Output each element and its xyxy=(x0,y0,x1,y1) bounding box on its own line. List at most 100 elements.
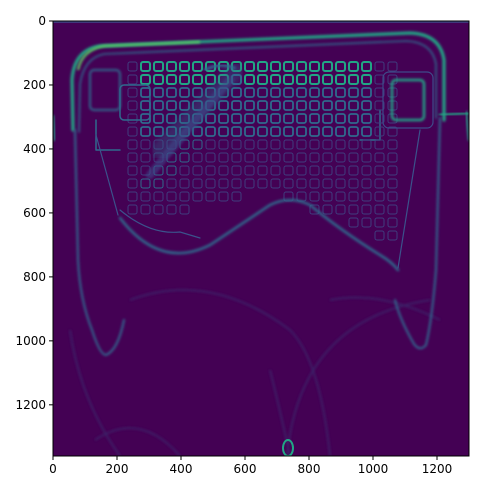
net-cell xyxy=(309,61,320,72)
net-cell xyxy=(322,126,333,137)
net-cell xyxy=(322,165,333,176)
net-cell xyxy=(309,191,320,202)
y-tick-label: 600 xyxy=(23,206,46,220)
net-cell xyxy=(192,165,203,176)
net-cell xyxy=(244,178,255,189)
net-cell xyxy=(374,217,385,228)
net-cell xyxy=(296,100,307,111)
net-cell xyxy=(140,191,151,202)
net-cell xyxy=(309,126,320,137)
net-cell xyxy=(218,126,229,137)
net-cell xyxy=(192,61,203,72)
net-cell xyxy=(179,165,190,176)
net-cell xyxy=(127,100,138,111)
net-cell xyxy=(231,191,242,202)
net-cell xyxy=(257,139,268,150)
net-cell xyxy=(270,165,281,176)
net-cell xyxy=(218,191,229,202)
net-cell xyxy=(361,152,372,163)
net-cell xyxy=(361,191,372,202)
net-cell xyxy=(296,139,307,150)
net-cell xyxy=(374,74,385,85)
net-cell xyxy=(270,100,281,111)
net-cell xyxy=(205,165,216,176)
net-cell xyxy=(335,152,346,163)
x-tick-label: 1200 xyxy=(422,462,453,476)
net-cell xyxy=(283,113,294,124)
net-cell xyxy=(361,217,372,228)
net-cell xyxy=(153,87,164,98)
net-cell xyxy=(127,139,138,150)
net-cell xyxy=(205,74,216,85)
net-cell xyxy=(387,165,398,176)
net-cell xyxy=(348,139,359,150)
net-cell xyxy=(166,178,177,189)
net-cell xyxy=(361,74,372,85)
net-cell xyxy=(179,61,190,72)
net-cell xyxy=(127,178,138,189)
net-cell xyxy=(192,191,203,202)
net-cell xyxy=(361,100,372,111)
net-cell xyxy=(387,126,398,137)
net-cell xyxy=(387,217,398,228)
y-tick-label: 200 xyxy=(23,78,46,92)
net-cell xyxy=(179,178,190,189)
net-cell xyxy=(153,74,164,85)
net-cell xyxy=(309,100,320,111)
net-cell xyxy=(231,165,242,176)
net-cell xyxy=(153,113,164,124)
y-tick-label: 0 xyxy=(38,14,46,28)
net-cell xyxy=(257,165,268,176)
net-cell xyxy=(322,113,333,124)
net-cell xyxy=(153,204,164,215)
net-cell xyxy=(335,204,346,215)
net-cell xyxy=(127,74,138,85)
net-cell xyxy=(335,178,346,189)
net-cell xyxy=(309,178,320,189)
net-cell xyxy=(387,204,398,215)
net-cell xyxy=(322,74,333,85)
net-cell xyxy=(244,139,255,150)
net-cell xyxy=(231,178,242,189)
net-cell xyxy=(153,61,164,72)
net-cell xyxy=(127,165,138,176)
net-cell xyxy=(166,113,177,124)
net-cell xyxy=(309,204,320,215)
net-cell xyxy=(348,113,359,124)
corner-highlight xyxy=(76,40,201,71)
net-cell xyxy=(192,126,203,137)
net-cell xyxy=(205,113,216,124)
net-cell xyxy=(348,61,359,72)
net-cell xyxy=(374,87,385,98)
net-cell xyxy=(127,126,138,137)
net-cell xyxy=(387,230,398,241)
net-cell xyxy=(348,165,359,176)
net-cell xyxy=(361,87,372,98)
net-cell xyxy=(322,139,333,150)
net-cell xyxy=(322,191,333,202)
net-cell xyxy=(296,165,307,176)
net-cell xyxy=(244,61,255,72)
net-cell xyxy=(322,178,333,189)
y-tick-label: 400 xyxy=(23,142,46,156)
net-grid xyxy=(127,61,398,241)
net-cell xyxy=(361,165,372,176)
net-cell xyxy=(283,61,294,72)
net-cell xyxy=(140,204,151,215)
net-cell xyxy=(283,165,294,176)
net-cell xyxy=(361,178,372,189)
net-cell xyxy=(309,139,320,150)
net-cell xyxy=(257,61,268,72)
net-cell xyxy=(270,139,281,150)
net-cell xyxy=(374,113,385,124)
net-cell xyxy=(335,113,346,124)
y-tick-label: 1200 xyxy=(15,398,46,412)
net-cell xyxy=(218,152,229,163)
net-cell xyxy=(296,61,307,72)
net-cell xyxy=(322,87,333,98)
net-cell xyxy=(309,74,320,85)
net-cell xyxy=(231,152,242,163)
net-cell xyxy=(296,87,307,98)
net-cell xyxy=(218,178,229,189)
net-cell xyxy=(374,191,385,202)
